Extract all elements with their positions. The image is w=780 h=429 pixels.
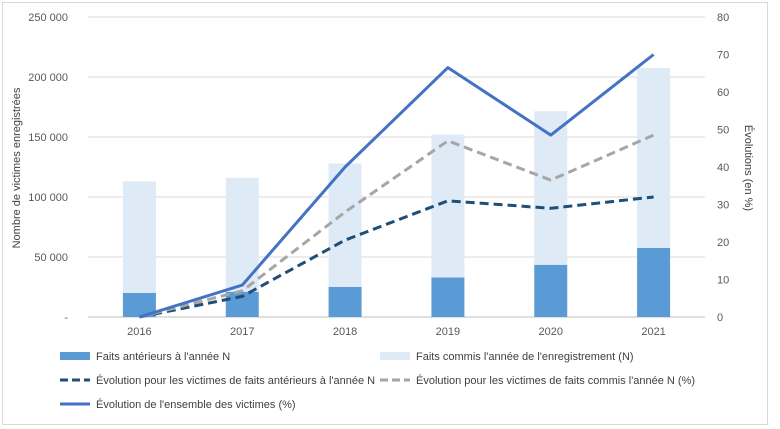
x-axis-ticks: 2016 2017 2018 2019 2020 2021 [127, 326, 666, 338]
legend-label: Évolution de l'ensemble des victimes (%) [96, 398, 296, 411]
y2-tick-label: 50 [717, 125, 729, 137]
legend-label: Faits antérieurs à l'année N [96, 351, 230, 363]
y2-tick-label: 0 [717, 312, 723, 324]
gridlines [88, 16, 705, 318]
bar-commis [122, 181, 156, 293]
x-tick-label: 2020 [539, 326, 563, 338]
legend-label: Évolution pour les victimes de faits com… [416, 374, 695, 387]
legend-item-bar-commis: Faits commis l'année de l'enregistrement… [380, 351, 634, 363]
bar-commis [431, 134, 465, 278]
x-tick-label: 2021 [641, 326, 665, 338]
legend-label: Évolution pour les victimes de faits ant… [96, 374, 375, 387]
bar-commis [534, 111, 568, 265]
x-tick-label: 2017 [230, 326, 254, 338]
x-tick-label: 2019 [436, 326, 460, 338]
bar-anterieurs [534, 264, 568, 317]
bar-commis [225, 177, 259, 292]
y-tick-label: 100 000 [28, 192, 68, 204]
y2-axis-title: Évolutions (en %) [742, 125, 755, 211]
bar-commis [637, 68, 671, 248]
line-ensemble [138, 53, 655, 319]
bar-anterieurs [431, 277, 465, 317]
y2-tick-label: 60 [717, 87, 729, 99]
legend-item-bar-anterieurs: Faits antérieurs à l'année N [60, 351, 230, 363]
legend-item-line-anterieurs: Évolution pour les victimes de faits ant… [60, 374, 375, 387]
y-tick-label: 250 000 [28, 12, 68, 24]
y2-tick-label: 80 [717, 12, 729, 24]
y2-tick-label: 30 [717, 200, 729, 212]
bar-commis [328, 163, 362, 287]
y-tick-label: 50 000 [34, 252, 68, 264]
legend-item-line-ensemble: Évolution de l'ensemble des victimes (%) [60, 398, 296, 411]
y2-tick-label: 40 [717, 162, 729, 174]
lines [138, 53, 655, 319]
y-axis-title: Nombre de victimes enregistrées [11, 87, 23, 248]
bar-anterieurs [328, 287, 362, 317]
legend-swatch-bar-anterieurs [60, 352, 90, 360]
y-tick-label: 200 000 [28, 72, 68, 84]
line-commis [139, 133, 655, 319]
x-tick-label: 2016 [127, 326, 151, 338]
bar-anterieurs [637, 248, 671, 317]
y-axis-ticks: - 50 000 100 000 150 000 200 000 250 000 [28, 12, 68, 324]
line-anterieurs [139, 195, 654, 319]
legend-swatch-bar-commis [380, 352, 410, 360]
y2-axis-ticks: 0 10 20 30 40 50 60 70 80 [717, 12, 729, 324]
legend-item-line-commis: Évolution pour les victimes de faits com… [380, 374, 695, 387]
x-tick-label: 2018 [333, 326, 357, 338]
y2-tick-label: 20 [717, 237, 729, 249]
y2-tick-label: 10 [717, 275, 729, 287]
legend: Faits antérieurs à l'année N Faits commi… [60, 351, 695, 411]
y-tick-label: - [64, 312, 68, 324]
bars [122, 68, 671, 317]
y-tick-label: 150 000 [28, 132, 68, 144]
y2-tick-label: 70 [717, 50, 729, 62]
legend-label: Faits commis l'année de l'enregistrement… [416, 351, 634, 363]
